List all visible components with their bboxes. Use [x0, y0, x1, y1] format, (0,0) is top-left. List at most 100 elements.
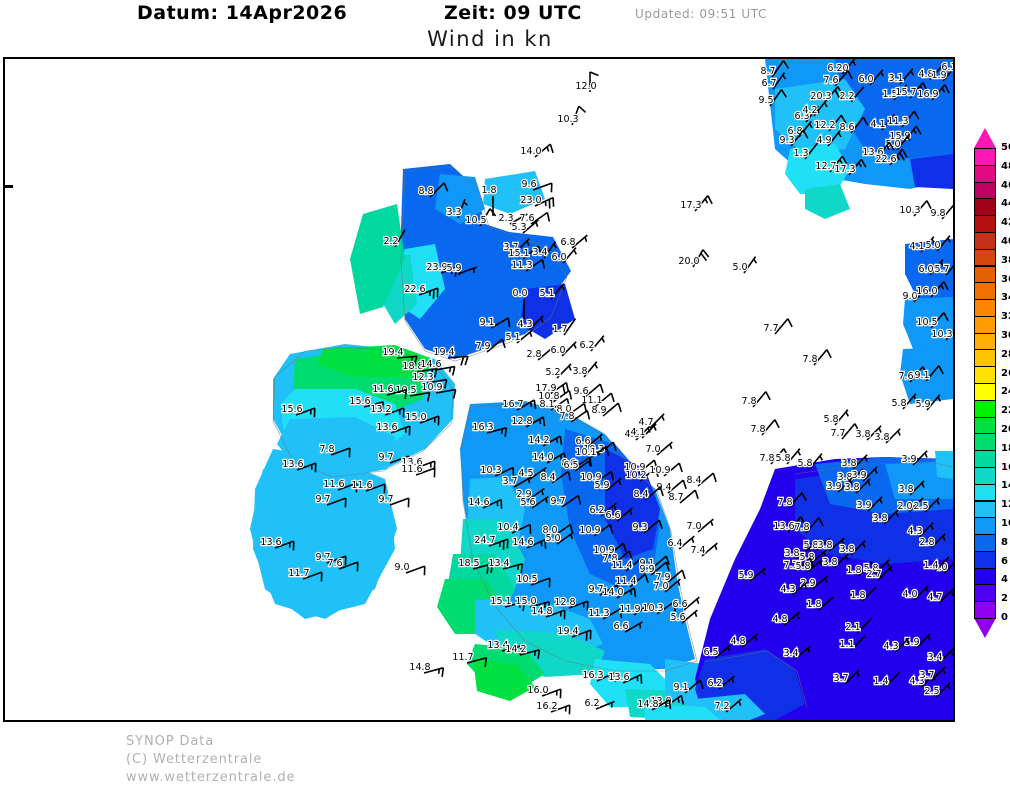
station-plot[interactable]: 15.115.1 [507, 245, 542, 260]
station-plot[interactable]: 9.79.7 [314, 551, 347, 566]
station-plot[interactable]: 11.711.7 [451, 651, 488, 668]
station-plot[interactable]: 10.510.5 [515, 573, 551, 588]
station-plot[interactable]: 9.79.7 [377, 451, 410, 466]
station-plot[interactable]: 7.27.2 [713, 698, 742, 713]
station-plot[interactable]: 9.39.3 [631, 519, 663, 534]
station-plot[interactable]: 4.84.8 [917, 64, 944, 81]
station-plot[interactable]: 8.98.9 [590, 402, 622, 417]
station-plot[interactable]: 9.09.0 [393, 561, 426, 576]
station-plot[interactable]: 5.15.1 [538, 283, 565, 300]
station-plot[interactable]: 3.83.8 [816, 537, 845, 552]
station-plot[interactable]: 11.311.3 [510, 259, 546, 272]
station-plot[interactable]: 16.316.3 [581, 669, 617, 682]
station-plot[interactable]: 3.93.9 [850, 466, 878, 482]
station-plot[interactable]: 6.06.0 [857, 69, 884, 86]
station-plot[interactable]: 5.05.0 [544, 532, 574, 545]
station-plot[interactable]: 12.812.8 [510, 415, 546, 428]
station-plot[interactable]: 3.83.8 [838, 540, 866, 556]
station-plot[interactable]: 3.83.8 [783, 545, 812, 560]
station-plot[interactable]: 4.14.1 [623, 425, 651, 441]
station-plot[interactable]: 3.93.9 [900, 450, 928, 466]
station-plot[interactable]: 2.22.2 [382, 229, 406, 248]
station-plot[interactable]: 12.712.7 [814, 155, 848, 173]
station-plot[interactable]: 11.411.4 [610, 557, 645, 572]
station-plot[interactable]: 7.87.8 [558, 410, 591, 423]
station-plot[interactable]: 7.87.8 [758, 448, 789, 465]
station-plot[interactable]: 20.320.3 [809, 86, 843, 103]
station-plot[interactable]: 2.82.8 [918, 533, 946, 549]
station-plot[interactable]: 20.020.0 [677, 249, 710, 268]
station-plot[interactable]: 2.12.1 [844, 618, 872, 634]
station-plot[interactable]: 1.81.8 [845, 561, 873, 577]
station-plot[interactable]: 10.810.8 [537, 390, 573, 403]
station-plot[interactable]: 3.43.4 [782, 645, 811, 660]
station-plot[interactable]: 2.22.2 [838, 86, 865, 103]
station-plot[interactable]: 14.814.8 [408, 661, 445, 678]
station-plot[interactable]: 3.93.9 [825, 477, 853, 493]
station-plot[interactable]: 3.13.1 [887, 68, 914, 85]
station-plot[interactable]: 2.92.9 [515, 488, 545, 501]
station-plot[interactable]: 4.34.3 [908, 672, 936, 688]
station-plot[interactable]: 10.510.5 [915, 312, 949, 329]
station-plot[interactable]: 7.97.9 [654, 569, 686, 584]
station-plot[interactable]: 3.73.7 [502, 238, 530, 254]
station-plot[interactable]: 11.911.9 [618, 603, 654, 616]
station-plot[interactable]: 7.77.7 [829, 423, 860, 440]
station-plot[interactable]: 9.39.3 [778, 129, 809, 147]
station-plot[interactable]: 6.56.5 [702, 644, 731, 659]
station-plot[interactable]: 5.65.6 [519, 496, 549, 509]
station-plot[interactable]: 1.71.7 [551, 318, 577, 336]
station-plot[interactable]: 6.06.0 [550, 247, 577, 264]
station-plot[interactable]: 7.87.8 [318, 443, 351, 458]
station-plot[interactable]: 6.126.12 [940, 59, 953, 74]
station-plot[interactable]: 10.210.2 [624, 467, 659, 482]
station-plot[interactable]: 11.611.6 [400, 463, 436, 478]
station-plot[interactable]: 10.310.3 [898, 200, 932, 217]
station-plot[interactable]: 16.316.3 [471, 421, 508, 438]
station-plot[interactable]: 3.83.8 [821, 553, 849, 569]
station-plot[interactable]: 9.99.9 [638, 561, 670, 576]
station-plot[interactable]: 9.19.1 [478, 316, 511, 329]
station-plot[interactable]: 7.87.8 [749, 419, 780, 436]
station-plot[interactable]: 1.81.8 [849, 586, 877, 602]
station-plot[interactable]: 5.85.8 [862, 559, 890, 575]
station-plot[interactable]: 15.115.1 [489, 595, 526, 612]
station-plot[interactable]: 14.014.0 [531, 451, 567, 464]
station-plot[interactable]: 13.213.2 [369, 403, 405, 418]
station-plot[interactable]: 14.814.8 [530, 605, 566, 620]
station-plot[interactable]: 8.48.4 [539, 471, 572, 484]
station-plot[interactable]: 11.411.4 [614, 573, 649, 588]
station-plot[interactable]: 13.413.4 [486, 639, 523, 656]
station-plot[interactable]: 7.87.8 [801, 349, 832, 366]
station-plot[interactable]: 12.012.0 [574, 71, 599, 93]
station-plot[interactable]: 9.19.1 [638, 555, 670, 570]
station-plot[interactable]: 5.85.8 [890, 393, 917, 410]
station-plot[interactable]: 16.016.0 [526, 684, 562, 699]
station-plot[interactable]: 4.24.2 [801, 99, 828, 117]
station-plot[interactable]: 8.48.4 [632, 486, 664, 501]
station-plot[interactable]: 9.09.0 [901, 286, 932, 303]
station-plot[interactable]: 9.19.1 [672, 679, 704, 694]
station-plot[interactable]: 2.72.7 [865, 565, 893, 581]
station-plot[interactable]: 5.85.8 [774, 448, 801, 465]
station-plot[interactable]: 10.310.3 [556, 105, 587, 126]
station-plot[interactable]: 0.00.0 [511, 287, 529, 319]
station-plot[interactable]: 3.73.7 [918, 666, 946, 682]
station-plot[interactable]: 1.81.8 [805, 596, 834, 611]
station-plot[interactable]: 12.312.3 [411, 371, 448, 389]
station-plot[interactable]: 2.52.5 [912, 497, 940, 513]
station-plot[interactable]: 7.67.6 [326, 557, 359, 572]
station-plot[interactable]: 10.910.9 [623, 459, 658, 474]
station-plot[interactable]: 4.74.7 [926, 588, 953, 604]
station-plot[interactable]: 9.49.4 [655, 479, 687, 494]
station-plot[interactable]: 5.05.0 [731, 256, 758, 274]
station-plot[interactable]: 5.85.8 [822, 409, 849, 426]
station-plot[interactable]: 6.06.0 [917, 259, 944, 276]
station-plot[interactable]: 5.95.9 [737, 567, 766, 582]
station-plot[interactable]: 5.25.2 [544, 363, 572, 379]
station-plot[interactable]: 11.711.7 [287, 567, 323, 582]
station-plot[interactable]: 15.615.6 [280, 403, 316, 418]
station-plot[interactable]: 10.310.3 [582, 441, 617, 456]
station-plot[interactable]: 4.34.3 [906, 522, 934, 538]
station-plot[interactable]: 10.910.9 [648, 462, 683, 477]
